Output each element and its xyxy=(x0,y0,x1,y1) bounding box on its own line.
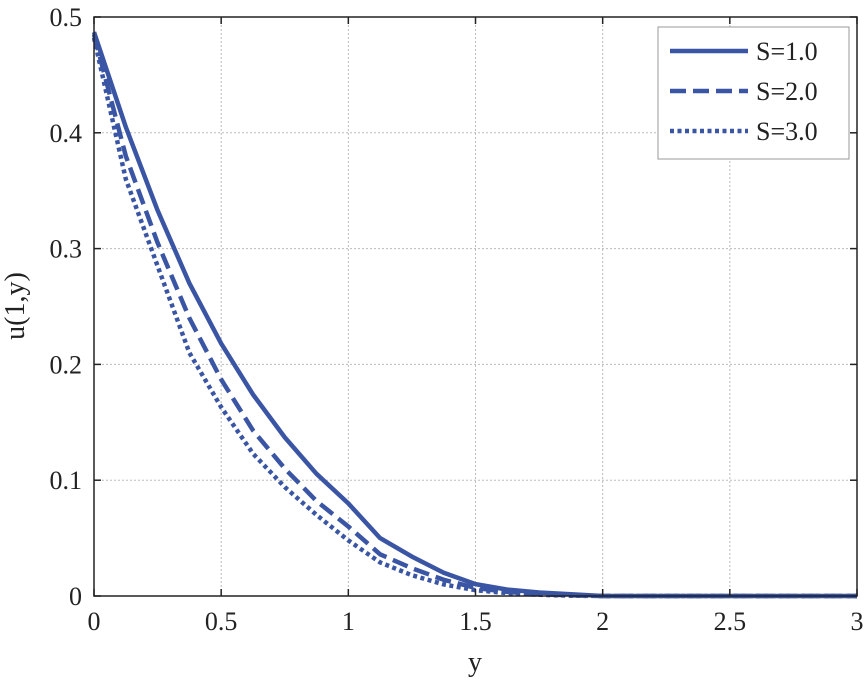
y-tick-label: 0.1 xyxy=(50,466,83,495)
x-tick-label: 2 xyxy=(596,607,609,636)
legend-label: S=1.0 xyxy=(756,37,818,66)
x-tick-label: 1 xyxy=(342,607,355,636)
y-tick-label: 0 xyxy=(69,582,82,611)
x-tick-labels: 0 0.5 1 1.5 2 2.5 3 xyxy=(88,607,864,636)
y-tick-label: 0.3 xyxy=(50,235,83,264)
x-tick-label: 3 xyxy=(851,607,864,636)
y-tick-label: 0.5 xyxy=(50,3,83,32)
tick-marks xyxy=(93,16,858,597)
legend-label: S=3.0 xyxy=(756,117,818,146)
x-tick-label: 0 xyxy=(88,607,101,636)
legend-box xyxy=(657,26,850,160)
legend-items: S=1.0 S=2.0 S=3.0 xyxy=(670,37,818,146)
x-axis-label: y xyxy=(468,647,482,678)
y-tick-labels: 0 0.1 0.2 0.3 0.4 0.5 xyxy=(50,3,83,611)
y-tick-label: 0.4 xyxy=(50,119,83,148)
y-axis-label: u(1,y) xyxy=(0,272,31,340)
x-tick-label: 1.5 xyxy=(459,607,492,636)
legend-label: S=2.0 xyxy=(756,77,818,106)
legend: S=1.0 S=2.0 S=3.0 xyxy=(657,26,850,160)
x-tick-label: 2.5 xyxy=(714,607,747,636)
x-tick-label: 0.5 xyxy=(205,607,238,636)
y-tick-label: 0.2 xyxy=(50,350,83,379)
